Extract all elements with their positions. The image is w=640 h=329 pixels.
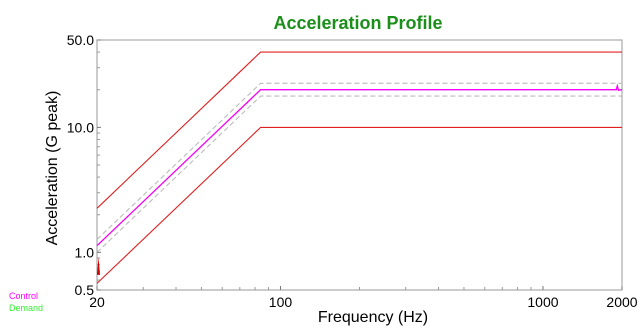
- chart-title: Acceleration Profile: [273, 13, 442, 33]
- y-tick-label: 50.0: [67, 32, 94, 48]
- legend-control: Control: [9, 291, 39, 301]
- y-axis-label: Acceleration (G peak): [44, 91, 61, 246]
- line-alarm-lower: [96, 95, 622, 253]
- x-tick-label: 20: [89, 294, 105, 310]
- ticks-layer: 20 100 1000 2000 0.5 1.0 10.0 50.0: [67, 32, 638, 310]
- x-tick-label: 1000: [527, 294, 558, 310]
- y-tick-label: 10.0: [67, 119, 94, 135]
- series-demand: [96, 89, 622, 247]
- series-layer: [96, 51, 623, 284]
- y-tick-label: 1.0: [75, 244, 95, 260]
- series-control: [96, 83, 623, 247]
- start-marker: [97, 256, 100, 275]
- x-axis-label: Frequency (Hz): [318, 309, 428, 326]
- x-tick-label: 100: [269, 294, 293, 310]
- x-tick-label: 2000: [606, 294, 637, 310]
- y-tick-label: 0.5: [75, 282, 95, 298]
- line-abort-lower: [96, 126, 622, 284]
- line-alarm-upper: [96, 82, 622, 240]
- legend-demand: Demand: [9, 303, 44, 313]
- line-abort-upper: [96, 51, 622, 209]
